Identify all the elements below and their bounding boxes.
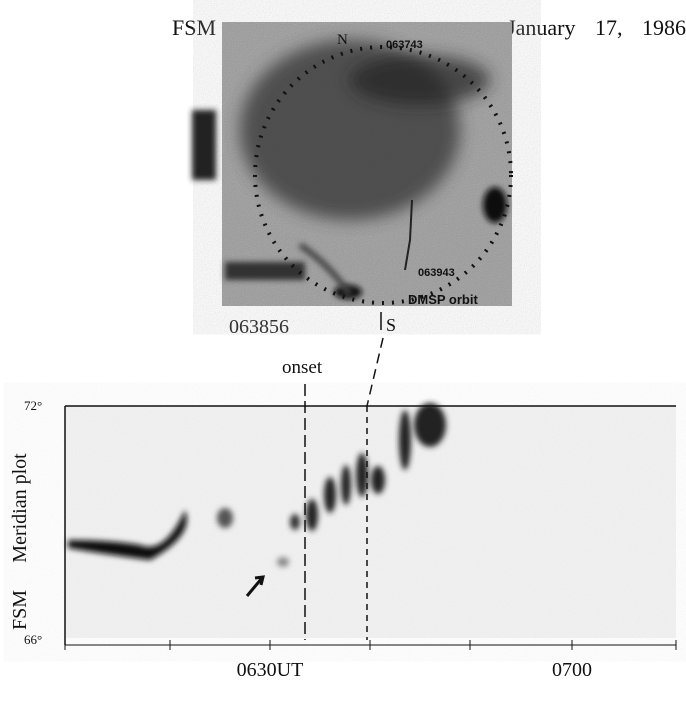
aurora-trace <box>277 557 289 567</box>
y-axis-label: Meridian plot <box>9 453 31 563</box>
meridian-plot <box>64 384 676 646</box>
connector-line <box>366 337 384 407</box>
south-label: S <box>386 315 396 335</box>
plot-noise <box>65 406 676 638</box>
all-sky-image <box>222 22 513 306</box>
aurora-trace <box>217 508 233 528</box>
end-time-label: 063943 <box>418 267 455 279</box>
station-axis-label: FSM <box>9 590 31 630</box>
aurora-trace <box>306 499 318 531</box>
dmsp-orbit-circle <box>253 45 513 305</box>
aurora-trace <box>341 465 351 505</box>
aurora-trace <box>356 453 368 497</box>
x-tick-label: 0700 <box>552 659 592 681</box>
aurora-glow <box>350 55 490 105</box>
x-ticks <box>64 640 677 650</box>
date-label: January 17, 1986 <box>507 15 686 40</box>
aurora-trace <box>399 410 411 470</box>
lat-bottom-label: 66° <box>24 632 42 647</box>
arrow <box>245 575 265 597</box>
lat-top-label: 72° <box>24 398 42 413</box>
onset-label: onset <box>282 357 323 378</box>
station-label: FSM <box>172 15 216 40</box>
bright-spot <box>483 187 507 223</box>
time-stamp-blur <box>225 262 305 280</box>
orbit-track <box>404 199 413 271</box>
north-label: N <box>337 32 348 48</box>
scale-bar <box>192 110 216 180</box>
aurora-trace <box>68 510 187 560</box>
mid-time-label: 063856 <box>229 316 289 338</box>
aurora-arc <box>298 242 353 297</box>
x-tick-label: 0630UT <box>237 659 304 681</box>
aurora-trace <box>324 477 336 513</box>
aurora-trace <box>414 403 446 447</box>
start-time-label: 063743 <box>386 39 423 51</box>
orbit-label: DMSP orbit <box>408 292 478 307</box>
aurora-trace <box>290 514 300 530</box>
aurora-trace <box>371 466 385 494</box>
